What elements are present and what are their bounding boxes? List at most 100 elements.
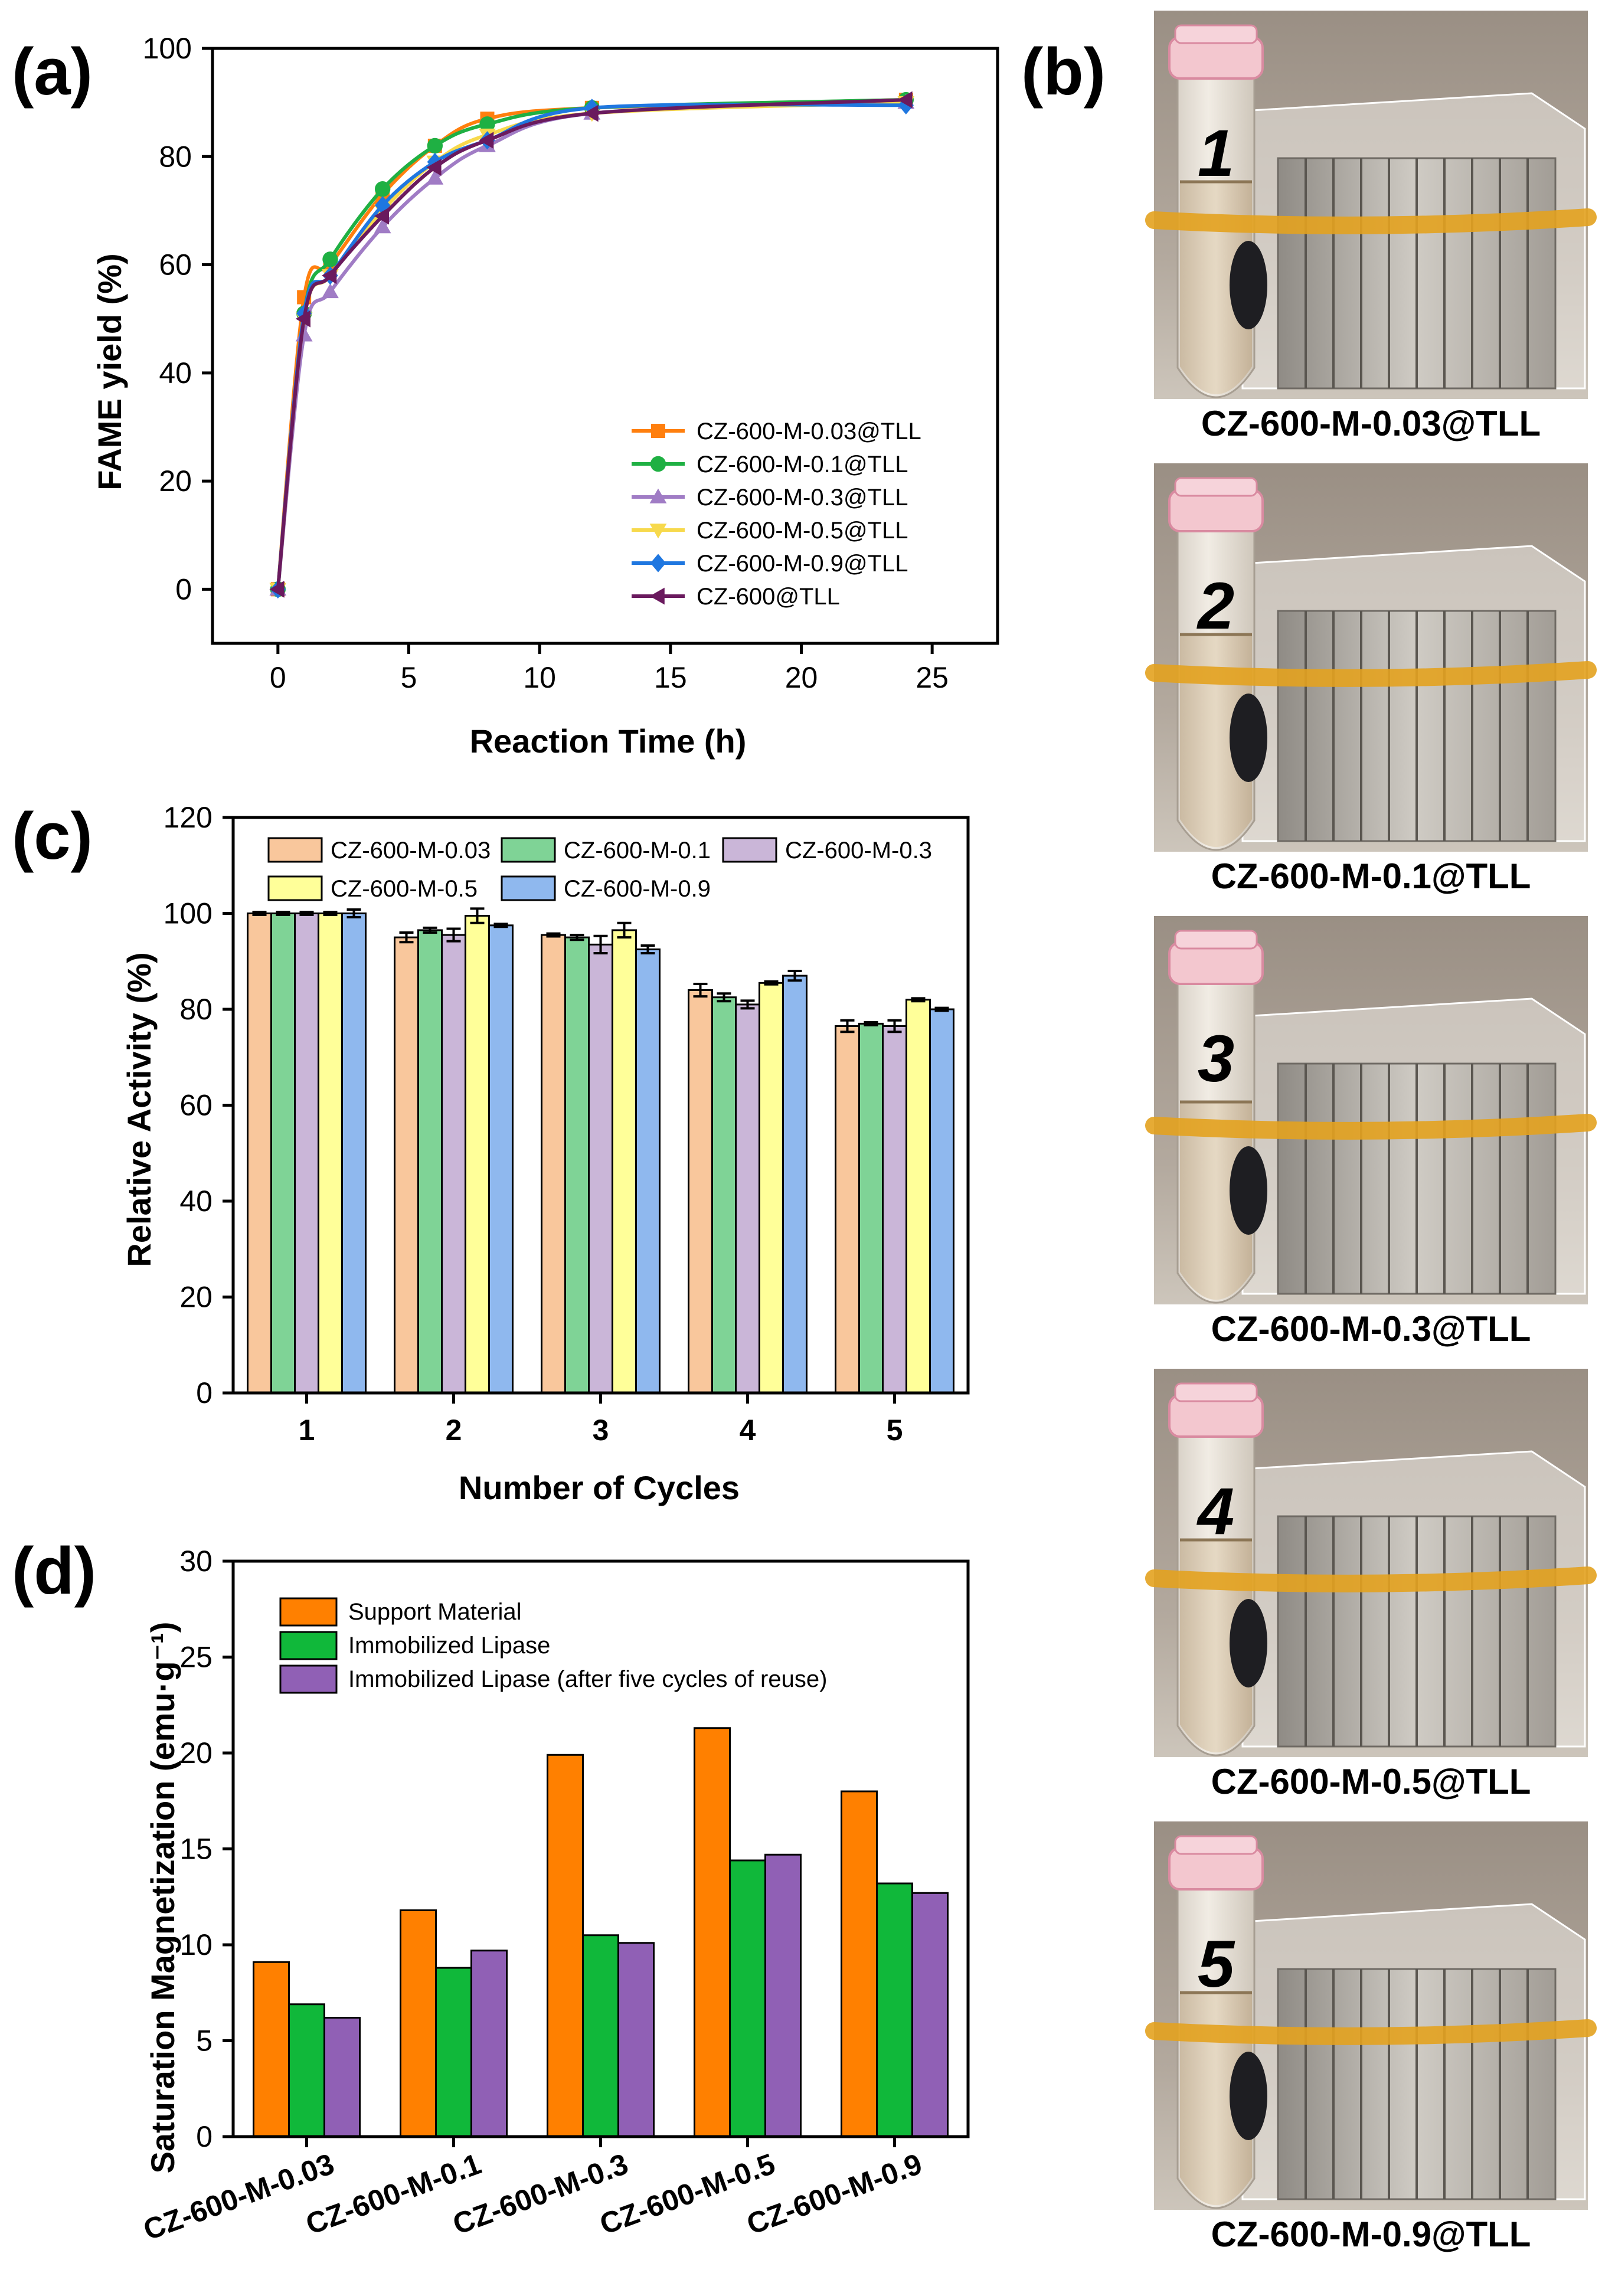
chart-a-xtick-label: 15 (654, 661, 687, 694)
chart-c-bar (782, 974, 808, 1394)
chart-a-point (374, 218, 391, 234)
tube-liquid (1180, 1102, 1252, 1300)
chart-c-legend-swatch (267, 875, 323, 901)
chart-a-xtick-label: 25 (916, 661, 949, 694)
magnetic-particles (1230, 1146, 1267, 1235)
chart-a-point (427, 152, 443, 172)
tube-number: 4 (1196, 1474, 1234, 1548)
chart-d-bar (841, 1790, 878, 2138)
chart-a-series-line (276, 100, 906, 590)
caption-strip (1154, 1304, 1588, 1367)
chart-a-point (374, 207, 389, 225)
chart-a-legend-label: CZ-600-M-0.9@TLL (697, 551, 908, 577)
chart-a-point (295, 310, 310, 328)
chart-c-bar (858, 1022, 884, 1394)
chart-d-ytick-label: 5 (196, 2024, 212, 2058)
photo-1: 1 CZ-600-M-0.03@TLL (1145, 11, 1597, 462)
chart-d-bar (764, 1853, 802, 2138)
chart-d-bar (400, 1909, 437, 2138)
chart-d-ylabel: Saturation Magnetization (emu·g⁻¹) (144, 1622, 181, 2174)
chart-c-bar (635, 948, 661, 1394)
chart-c-bar (735, 1003, 760, 1394)
tube-number: 1 (1198, 116, 1234, 190)
photo-caption: CZ-600-M-0.5@TLL (1211, 1762, 1531, 1801)
chart-c-legend-swatch (722, 837, 777, 863)
chart-c-bar (270, 912, 296, 1394)
rubber-band (1145, 661, 1597, 687)
tube-cap-top (1174, 930, 1258, 950)
chart-c-bar (318, 912, 343, 1394)
panel-label-c: (c) (12, 799, 93, 873)
chart-c-bar (835, 1025, 860, 1394)
chart-c-xtick-label: 4 (740, 1414, 756, 1447)
chart-d-bar (617, 1942, 655, 2138)
chart-a-point (583, 104, 599, 122)
chart-a-legend-label: CZ-600-M-0.3@TLL (697, 485, 908, 511)
photo-2: 2 CZ-600-M-0.1@TLL (1145, 463, 1597, 914)
chart-a-point (897, 91, 913, 109)
chart-c-ytick-label: 40 (179, 1185, 212, 1218)
photo-5: 5 CZ-600-M-0.9@TLL (1145, 1821, 1597, 2272)
chart-a-point (479, 116, 495, 132)
chart-a-legend-label: CZ-600-M-0.03@TLL (697, 418, 921, 444)
chart-c-ytick-label: 120 (164, 801, 212, 834)
chart-a-legend-label: CZ-600-M-0.1@TLL (697, 452, 908, 477)
chart-c-bar (711, 996, 737, 1394)
chart-d: Support Material Immobilized Lipase Immobi… (139, 1545, 970, 2246)
magnetic-particles (1230, 2052, 1267, 2140)
chart-d-ytick-label: 10 (179, 1928, 212, 1961)
photo-caption: CZ-600-M-0.03@TLL (1201, 404, 1541, 443)
chart-c-bar (247, 912, 272, 1394)
chart-c-legend-swatch (501, 837, 556, 863)
chart-d-legend-swatch (279, 1664, 338, 1694)
chart-a-point (426, 169, 444, 185)
chart-c-bar (441, 934, 466, 1394)
photo-caption: CZ-600-M-0.1@TLL (1211, 856, 1531, 896)
chart-a-xtick-label: 20 (785, 661, 818, 694)
chart-a-legend-marker (649, 524, 667, 539)
chart-d-legend-label: Immobilized Lipase (348, 1633, 550, 1659)
chart-c-legend-swatch (267, 837, 323, 863)
chart-a-series-line (276, 98, 906, 590)
chart-a-xtick-label: 10 (523, 661, 556, 694)
chart-d-bar (323, 2017, 361, 2138)
chart-d-legend-swatch (279, 1631, 338, 1660)
chart-a-series (269, 91, 913, 598)
chart-d-bar (729, 1859, 766, 2138)
chart-c-bar (294, 912, 319, 1394)
chart-a-point (426, 159, 442, 176)
chart-c-ytick-label: 80 (179, 993, 212, 1026)
chart-a-xlabel: Reaction Time (h) (470, 722, 747, 760)
chart-c-ytick-label: 20 (179, 1281, 212, 1314)
caption-strip (1154, 1757, 1588, 1820)
chart-c-xlabel: Number of Cycles (459, 1469, 740, 1506)
chart-a-point (322, 251, 338, 267)
photo-3: 3 CZ-600-M-0.3@TLL (1145, 916, 1597, 1367)
chart-c-legend-swatch (501, 875, 556, 901)
chart-a-series-line (276, 98, 906, 590)
chart-a-legend-marker (650, 554, 666, 573)
tube-number: 2 (1196, 569, 1234, 643)
chart-a-series-line (276, 103, 906, 590)
tube-number: 5 (1198, 1927, 1235, 2001)
chart-a-series-line (276, 100, 906, 590)
panel-label-b: (b) (1021, 35, 1106, 109)
chart-a-point (322, 283, 339, 299)
chart-a-ytick-label: 40 (159, 356, 192, 390)
chart-d-bar (288, 2003, 325, 2138)
chart-a-ytick-label: 100 (143, 32, 192, 65)
chart-a-point (479, 132, 494, 149)
chart-c-bar (541, 934, 566, 1394)
chart-d-legend-swatch (279, 1597, 338, 1627)
chart-c-bar (588, 943, 613, 1394)
chart-d-ytick-label: 15 (179, 1833, 212, 1866)
tube-liquid (1180, 182, 1252, 394)
chart-a: CZ-600-M-0.03@TLL CZ-600-M-0.1@TLL CZ-600-… (91, 32, 999, 760)
chart-d-bar (582, 1934, 619, 2138)
chart-c-ytick-label: 60 (179, 1089, 212, 1122)
chart-a-legend-marker (651, 424, 665, 438)
rubber-band (1145, 208, 1597, 234)
chart-c-bar (417, 929, 443, 1394)
chart-a-point (269, 580, 285, 598)
photo-4: 4 CZ-600-M-0.5@TLL (1145, 1369, 1597, 1820)
